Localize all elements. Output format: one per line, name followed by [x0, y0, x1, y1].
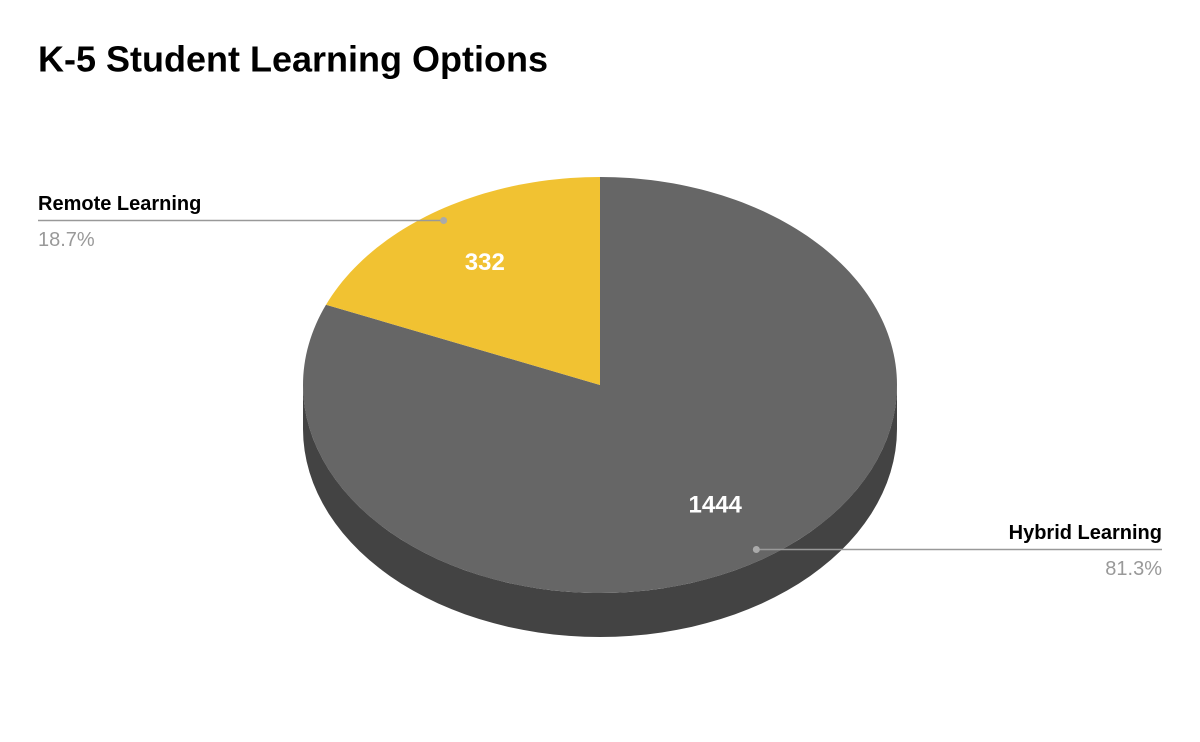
leader-dot — [440, 217, 448, 225]
value-label: 332 — [465, 249, 505, 276]
leader-dot — [752, 545, 760, 553]
legend-label: Hybrid Learning — [1009, 522, 1162, 544]
chart-title: K-5 Student Learning Options — [38, 39, 548, 80]
slice — [303, 177, 897, 593]
percent-label: 81.3% — [1105, 558, 1162, 580]
slice-side — [303, 385, 897, 637]
legend-label: Remote Learning — [38, 193, 201, 215]
value-label: 1444 — [689, 492, 743, 519]
percent-label: 18.7% — [38, 229, 95, 251]
slice — [326, 177, 600, 385]
